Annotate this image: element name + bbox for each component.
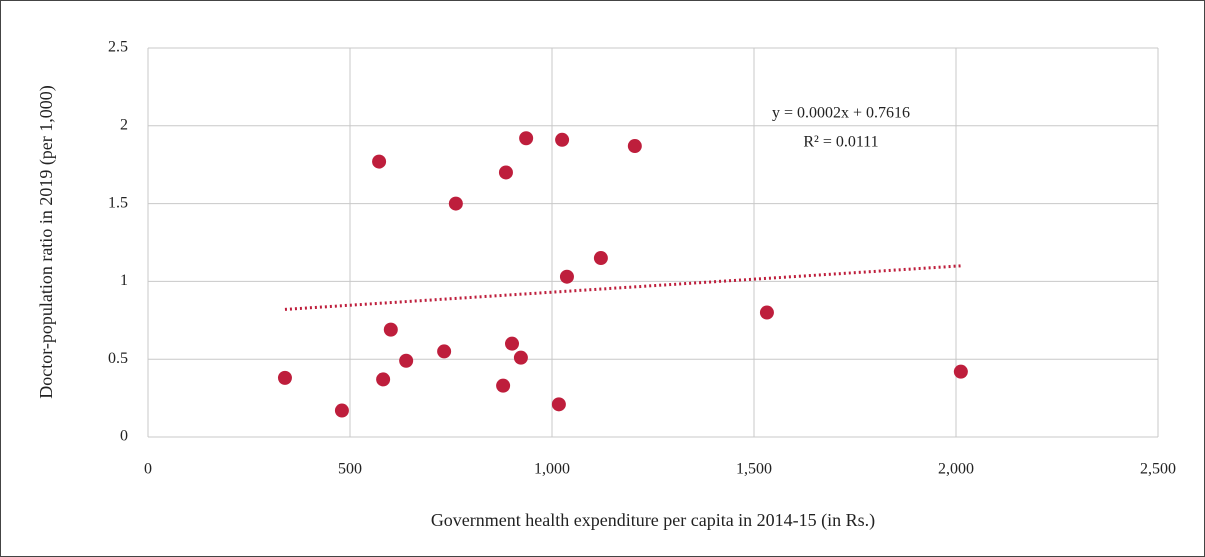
x-tick-label: 2,000 [938, 461, 974, 478]
point [559, 269, 574, 284]
trendline-equation: y = 0.0002x + 0.7616 [772, 105, 910, 122]
point [277, 370, 292, 385]
point [498, 165, 513, 180]
point [372, 154, 387, 169]
y-tick-label: 2 [120, 116, 128, 133]
point [376, 372, 391, 387]
point [551, 397, 566, 412]
point [513, 350, 528, 365]
y-axis-title: Doctor-population ratio in 2019 (per 1,0… [36, 85, 57, 399]
y-tick-label: 1 [120, 272, 128, 289]
point [505, 336, 520, 351]
y-tick-label: 0.5 [108, 350, 128, 367]
x-axis-title: Government health expenditure per capita… [431, 510, 875, 531]
point [334, 403, 349, 418]
y-tick-label: 0 [120, 428, 128, 445]
point [496, 378, 511, 393]
x-tick-label: 2,500 [1140, 461, 1176, 478]
x-tick-label: 1,500 [736, 461, 772, 478]
point [953, 364, 968, 379]
y-tick-label: 2.5 [108, 39, 128, 56]
point [593, 251, 608, 266]
point [555, 132, 570, 147]
trendline-r-squared: R² = 0.0111 [803, 134, 878, 151]
x-tick-label: 0 [144, 461, 152, 478]
point [399, 353, 414, 368]
point [519, 131, 534, 146]
y-tick-label: 1.5 [108, 194, 128, 211]
x-tick-label: 500 [338, 461, 362, 478]
point [448, 196, 463, 211]
point [383, 322, 398, 337]
point [437, 344, 452, 359]
x-tick-label: 1,000 [534, 461, 570, 478]
point [627, 139, 642, 154]
point [759, 305, 774, 320]
